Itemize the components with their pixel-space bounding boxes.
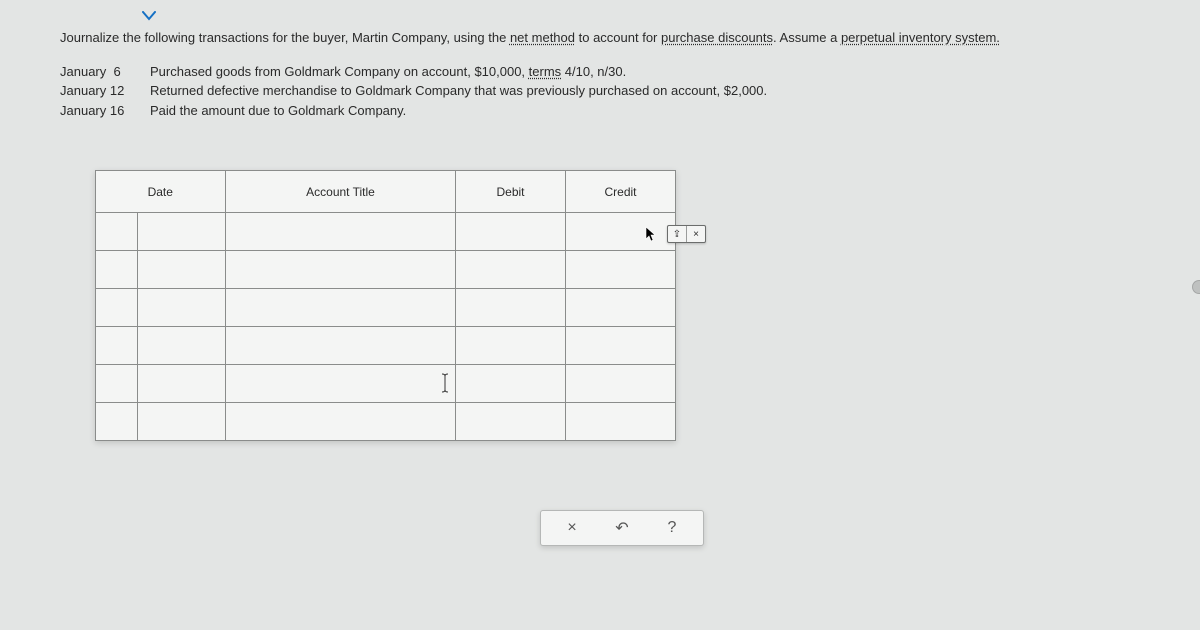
floating-cursor-toolbar: ⇪ × bbox=[645, 225, 706, 243]
toolbar-left-button[interactable]: ⇪ bbox=[668, 226, 686, 242]
event-row: January 16 Paid the amount due to Goldma… bbox=[60, 101, 1140, 121]
cell-account[interactable] bbox=[226, 251, 456, 289]
cell-debit[interactable] bbox=[456, 213, 566, 251]
table-row bbox=[96, 403, 676, 441]
event-date: January 6 bbox=[60, 62, 150, 82]
mini-toolbar: ⇪ × bbox=[667, 225, 706, 243]
col-account: Account Title bbox=[226, 171, 456, 213]
help-icon: ? bbox=[668, 519, 677, 537]
event-text: Returned defective merchandise to Goldma… bbox=[150, 81, 767, 101]
event-pre: Purchased goods from Goldmark Company on… bbox=[150, 64, 529, 79]
journal-table: Date Account Title Debit Credit bbox=[95, 170, 676, 441]
cursor-arrow-icon bbox=[645, 226, 657, 242]
table-row bbox=[96, 213, 676, 251]
cell-date-month[interactable] bbox=[96, 327, 138, 365]
cell-date-day[interactable] bbox=[138, 327, 226, 365]
table-row bbox=[96, 365, 676, 403]
cell-debit[interactable] bbox=[456, 327, 566, 365]
instruction-text: Journalize the following transactions fo… bbox=[60, 28, 1140, 48]
cell-account[interactable] bbox=[226, 213, 456, 251]
side-handle[interactable] bbox=[1192, 280, 1200, 294]
cell-date-day[interactable] bbox=[138, 289, 226, 327]
close-icon: × bbox=[567, 519, 576, 537]
event-ul: terms bbox=[529, 64, 562, 79]
cell-date-day[interactable] bbox=[138, 213, 226, 251]
instr-underline-3: perpetual inventory system. bbox=[841, 30, 1000, 45]
toolbar-close-label: × bbox=[693, 229, 699, 240]
event-post: 4/10, n/30. bbox=[561, 64, 626, 79]
toolbar-left-label: ⇪ bbox=[673, 229, 681, 240]
col-date-label: Date bbox=[138, 171, 226, 213]
instr-underline-1: net method bbox=[510, 30, 575, 45]
cell-account[interactable] bbox=[226, 365, 456, 403]
cell-credit[interactable] bbox=[566, 251, 676, 289]
cell-date-day[interactable] bbox=[138, 403, 226, 441]
cell-debit[interactable] bbox=[456, 403, 566, 441]
col-debit: Debit bbox=[456, 171, 566, 213]
cell-debit[interactable] bbox=[456, 365, 566, 403]
cell-credit[interactable] bbox=[566, 365, 676, 403]
table-row bbox=[96, 289, 676, 327]
event-text: Purchased goods from Goldmark Company on… bbox=[150, 62, 626, 82]
cell-date-month[interactable] bbox=[96, 289, 138, 327]
cell-date-month[interactable] bbox=[96, 251, 138, 289]
table-row bbox=[96, 251, 676, 289]
cell-account[interactable] bbox=[226, 289, 456, 327]
event-text: Paid the amount due to Goldmark Company. bbox=[150, 101, 406, 121]
action-bar: × ↶ ? bbox=[540, 510, 704, 546]
chevron-down-icon bbox=[142, 11, 156, 21]
cell-debit[interactable] bbox=[456, 251, 566, 289]
cell-date-day[interactable] bbox=[138, 251, 226, 289]
cell-credit[interactable] bbox=[566, 327, 676, 365]
instr-mid2: . Assume a bbox=[773, 30, 841, 45]
event-date: January 12 bbox=[60, 81, 150, 101]
instr-mid: to account for bbox=[575, 30, 661, 45]
cell-account[interactable] bbox=[226, 403, 456, 441]
cell-date-month[interactable] bbox=[96, 403, 138, 441]
event-date: January 16 bbox=[60, 101, 150, 121]
undo-icon: ↶ bbox=[615, 518, 628, 538]
col-credit: Credit bbox=[566, 171, 676, 213]
cell-date-month[interactable] bbox=[96, 365, 138, 403]
cell-credit[interactable] bbox=[566, 289, 676, 327]
question-body: Journalize the following transactions fo… bbox=[0, 0, 1200, 441]
instr-pre: Journalize the following transactions fo… bbox=[60, 30, 510, 45]
events-list: January 6 Purchased goods from Goldmark … bbox=[60, 62, 1140, 121]
collapse-toggle[interactable] bbox=[140, 8, 158, 24]
table-row bbox=[96, 327, 676, 365]
undo-button[interactable]: ↶ bbox=[613, 519, 631, 537]
cell-credit[interactable] bbox=[566, 403, 676, 441]
journal-body bbox=[96, 213, 676, 441]
cell-account[interactable] bbox=[226, 327, 456, 365]
event-row: January 6 Purchased goods from Goldmark … bbox=[60, 62, 1140, 82]
toolbar-close-button[interactable]: × bbox=[687, 226, 705, 242]
clear-button[interactable]: × bbox=[563, 519, 581, 537]
cell-date-day[interactable] bbox=[138, 365, 226, 403]
help-button[interactable]: ? bbox=[663, 519, 681, 537]
col-date bbox=[96, 171, 138, 213]
cell-debit[interactable] bbox=[456, 289, 566, 327]
event-row: January 12 Returned defective merchandis… bbox=[60, 81, 1140, 101]
journal-area: Date Account Title Debit Credit table.jo… bbox=[60, 170, 1140, 441]
cell-date-month[interactable] bbox=[96, 213, 138, 251]
instr-underline-2: purchase discounts bbox=[661, 30, 773, 45]
